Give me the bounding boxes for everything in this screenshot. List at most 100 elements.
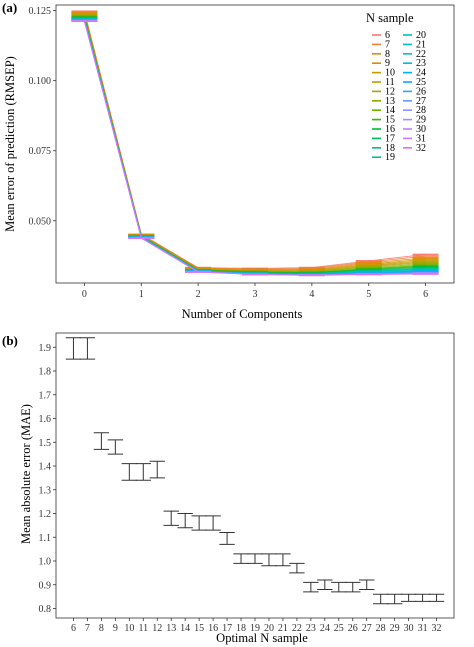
x-tick-label: 21 [278,623,288,634]
error-bar-16 [205,515,221,531]
x-tick-label: 9 [113,623,118,634]
y-tick-label: 0.050 [29,216,52,227]
panel-b-y-axis-title: Mean absolute error (MAE) [19,404,33,544]
series-19 [71,17,439,275]
error-bar-27 [359,579,375,590]
series-7 [71,11,439,270]
legend-label: 11 [385,77,395,88]
panel-a-x-ticks: 0 1 2 3 4 5 6 [82,283,428,300]
error-bar-10 [121,463,137,481]
legend-label: 20 [416,30,426,41]
series-28 [71,19,439,276]
x-tick-label: 27 [362,623,372,634]
error-bar-22 [289,562,305,574]
error-bar-32 [428,593,445,602]
series-20 [71,17,439,275]
panel-b-error-bars [65,337,445,605]
legend-label: 12 [385,86,395,97]
error-bar-18 [233,553,249,564]
legend-label: 29 [416,115,426,126]
x-tick-label: 18 [236,623,246,634]
x-tick-label: 30 [404,623,414,634]
x-tick-label: 14 [180,623,190,634]
error-bar-21 [275,553,291,567]
error-bar-13 [163,510,179,526]
error-bar-30 [400,593,417,602]
legend-label: 31 [416,133,426,144]
legend-label: 7 [385,39,390,50]
x-tick-label: 15 [194,623,204,634]
error-bar-25 [331,581,347,593]
x-tick-label: 10 [124,623,134,634]
legend-label: 21 [416,39,426,50]
legend-label: 9 [385,58,390,69]
series-24 [71,19,439,276]
legend-label: 8 [385,49,390,60]
y-tick-label: 1.1 [39,533,52,544]
error-bar-20 [261,553,277,567]
x-tick-label: 13 [166,623,176,634]
x-tick-label: 8 [99,623,104,634]
legend-label: 14 [385,105,395,116]
error-bar-9 [107,439,124,455]
x-tick-label: 5 [366,289,371,300]
series-23 [71,18,439,276]
error-bar-14 [177,513,193,529]
y-tick-label: 1.0 [39,557,52,568]
y-tick-label: 1.8 [39,367,52,378]
error-bar-31 [414,593,431,602]
series-line [83,12,426,270]
error-bar-17 [219,532,235,545]
error-bar-24 [317,579,333,590]
x-tick-label: 23 [306,623,316,634]
panel-a-x-axis-title: Number of Components [182,307,303,321]
x-tick-label: 22 [292,623,302,634]
series-18 [71,17,439,275]
legend-label: 17 [385,133,395,144]
error-bar-11 [135,463,151,481]
series-21 [71,18,439,275]
series-29 [71,19,439,276]
legend-label: 18 [385,143,395,154]
x-tick-label: 6 [423,289,428,300]
y-tick-label: 1.9 [39,343,52,354]
series-12 [71,14,439,273]
y-tick-label: 1.5 [39,438,52,449]
legend-label: 15 [385,115,395,126]
x-tick-label: 2 [196,289,201,300]
series-14 [71,15,439,274]
series-line [83,13,426,271]
x-tick-label: 32 [432,623,442,634]
x-tick-label: 11 [138,623,148,634]
series-32 [71,20,439,277]
panel-a-series [71,10,439,277]
legend-label: 13 [385,96,395,107]
y-tick-label: 1.6 [39,414,52,425]
panel-a-label: (a) [2,0,17,15]
panel-b: (b) 0.8 0.9 1.0 1.1 1.2 1.3 1.4 1.5 1.6 1.7 1.8 1.9… [2,332,455,645]
series-11 [71,14,439,272]
y-tick-label: 1.3 [39,485,52,496]
x-tick-label: 26 [348,623,358,634]
series-22 [71,18,439,276]
series-25 [71,19,439,276]
series-31 [71,20,439,276]
series-27 [71,19,439,276]
x-tick-label: 25 [334,623,344,634]
error-bar-19 [247,553,263,564]
y-tick-label: 0.100 [29,76,52,87]
series-6 [71,10,439,270]
panel-b-plot-area [55,332,455,619]
error-bar-8 [93,432,110,450]
error-bar-15 [191,515,207,531]
error-bar-29 [386,593,403,605]
series-13 [71,15,439,273]
series-17 [71,17,439,274]
y-tick-label: 0.8 [39,604,52,615]
legend-label: 28 [416,105,426,116]
legend-label: 26 [416,86,426,97]
error-bar-12 [149,460,165,479]
error-bar-23 [303,581,319,593]
